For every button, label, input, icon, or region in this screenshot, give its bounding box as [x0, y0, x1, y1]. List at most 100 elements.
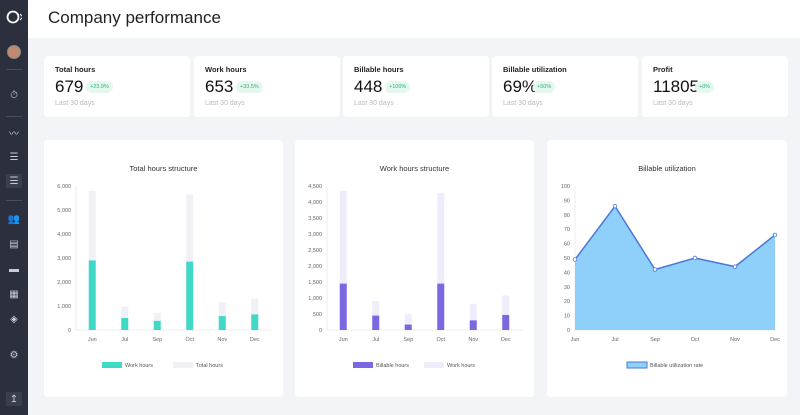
report-icon[interactable]: ☰ [9, 151, 19, 163]
legend-label[interactable]: Billable utilization rate [650, 363, 703, 369]
legend-label[interactable]: Billable hours [376, 363, 409, 369]
bar-work-hours [404, 314, 412, 330]
data-point [772, 232, 778, 238]
bar-total-hours [88, 190, 96, 330]
y-tick-label: 10 [564, 314, 570, 320]
kpi-value: 11805 [653, 77, 700, 96]
data-point [652, 267, 658, 272]
x-tick-label: Sep [650, 337, 660, 343]
y-tick-label: 4,500 [308, 184, 322, 190]
chart-card: Work hours structure 0 500 1,000 1,500 2,000 2… [295, 140, 534, 397]
bar-work-hours [339, 190, 347, 330]
x-tick-label: Jul [121, 337, 128, 343]
bar-work-hours [502, 295, 510, 330]
legend-swatch[interactable] [173, 362, 193, 368]
folder-icon[interactable]: ▬ [9, 263, 19, 275]
kpi-label: Billable utilization [503, 65, 567, 74]
kpi-period: Last 30 days [653, 100, 693, 107]
y-tick-label: 90 [564, 198, 570, 204]
y-tick-label: 4,000 [308, 200, 322, 206]
legend-label[interactable]: Work hours [125, 363, 153, 369]
y-tick-label: 0 [319, 328, 322, 334]
y-tick-label: 1,000 [57, 304, 71, 310]
kpi-change-badge: +23.9% [86, 81, 113, 93]
y-tick-label: 20 [564, 299, 570, 305]
x-tick-label: Sep [152, 337, 162, 343]
page-title: Company performance [48, 8, 221, 27]
divider [6, 200, 22, 201]
y-tick-label: 2,000 [57, 280, 71, 286]
legend-label[interactable]: Total hours [196, 363, 223, 369]
y-tick-label: 4,000 [57, 232, 71, 238]
bar-billable-hours [372, 315, 380, 330]
series-line [574, 204, 776, 271]
bar-work-hours [469, 303, 477, 330]
data-point [612, 203, 618, 209]
bar-billable-hours [502, 314, 510, 330]
bar-work-hours [251, 314, 259, 330]
x-tick-label: Dec [501, 337, 511, 343]
area-fill [575, 206, 775, 330]
team-icon[interactable]: 👥 [7, 213, 21, 225]
y-tick-label: 50 [564, 256, 570, 262]
legend-swatch[interactable] [102, 362, 122, 368]
tasks-icon[interactable]: ☰ [6, 174, 22, 188]
kpi-period: Last 30 days [503, 100, 543, 107]
data-point [692, 255, 698, 261]
legend-swatch[interactable] [626, 361, 648, 369]
board-icon[interactable]: ▦ [9, 288, 19, 300]
y-tick-label: 3,000 [57, 256, 71, 262]
y-tick-label: 6,000 [57, 184, 71, 190]
bar-billable-hours [404, 324, 412, 330]
y-tick-label: 2,500 [308, 248, 322, 254]
header: Company performance [28, 0, 800, 38]
x-tick-label: Jun [339, 337, 348, 343]
x-tick-label: Dec [770, 337, 780, 343]
kpi-change-badge: +100% [385, 81, 411, 93]
x-tick-label: Oct [436, 337, 445, 343]
y-tick-label: 2,000 [308, 264, 322, 270]
kpi-card: Profit 11805 +0% Last 30 days [642, 56, 788, 117]
timer-icon[interactable]: ⏱ [10, 89, 18, 101]
kpi-value: 69% [503, 77, 538, 96]
bar-work-hours [88, 260, 96, 330]
y-tick-label: 0 [567, 328, 570, 334]
x-tick-label: Nov [468, 337, 478, 343]
kpi-period: Last 30 days [205, 100, 245, 107]
x-tick-label: Oct [691, 337, 700, 343]
legend-label[interactable]: Work hours [447, 363, 475, 369]
bar-billable-hours [437, 283, 445, 330]
x-tick-label: Jun [88, 337, 97, 343]
divider [6, 116, 22, 117]
bar-billable-hours [339, 283, 347, 330]
kpi-change-badge: +50% [533, 81, 556, 93]
kpi-label: Work hours [205, 65, 247, 74]
kpi-label: Billable hours [354, 65, 404, 74]
bar-work-hours [121, 318, 129, 330]
kpi-card: Billable hours 448 +100% Last 30 days [343, 56, 489, 117]
gear-icon[interactable]: ⚙ [9, 349, 19, 361]
legend-swatch[interactable] [424, 362, 444, 368]
legend-swatch[interactable] [353, 362, 373, 368]
tag-icon[interactable]: ◈ [10, 313, 18, 325]
chart-plot: 0 1,000 2,000 3,000 4,000 5,000 6,000 Jun Jul Sep… [57, 184, 271, 369]
y-tick-label: 500 [313, 312, 322, 318]
kpi-value: 679 [55, 77, 84, 96]
bar-work-hours [186, 261, 194, 330]
chart-card: Billable utilization 0 10 20 30 40 50 60 70 80 90 1… [547, 140, 787, 397]
chart-title: Total hours structure [129, 164, 198, 173]
avatar[interactable] [6, 45, 22, 59]
kpi-card: Total hours 679 +23.9% Last 30 days [44, 56, 190, 117]
divider [6, 69, 22, 70]
trend-icon[interactable]: 〰 [9, 128, 19, 140]
y-tick-label: 40 [564, 270, 570, 276]
chart-plot: 0 500 1,000 1,500 2,000 2,500 3,000 3,500 4,000 4… [308, 184, 522, 369]
x-tick-label: Jul [372, 337, 379, 343]
chart-plot: 0 10 20 30 40 50 60 70 80 90 100 Jun Jul Sep Oct Nov Dec… [561, 184, 780, 369]
upload-icon[interactable]: ↥ [6, 392, 22, 406]
x-tick-label: Dec [250, 337, 260, 343]
contact-icon[interactable]: ▤ [9, 238, 19, 250]
logo-icon[interactable] [6, 10, 22, 24]
chart-title: Work hours structure [379, 164, 450, 173]
sidebar: ⏱ 〰 ☰ ☰ 👥 ▤ ▬ ▦ ◈ ⚙ ↥ [0, 0, 28, 415]
